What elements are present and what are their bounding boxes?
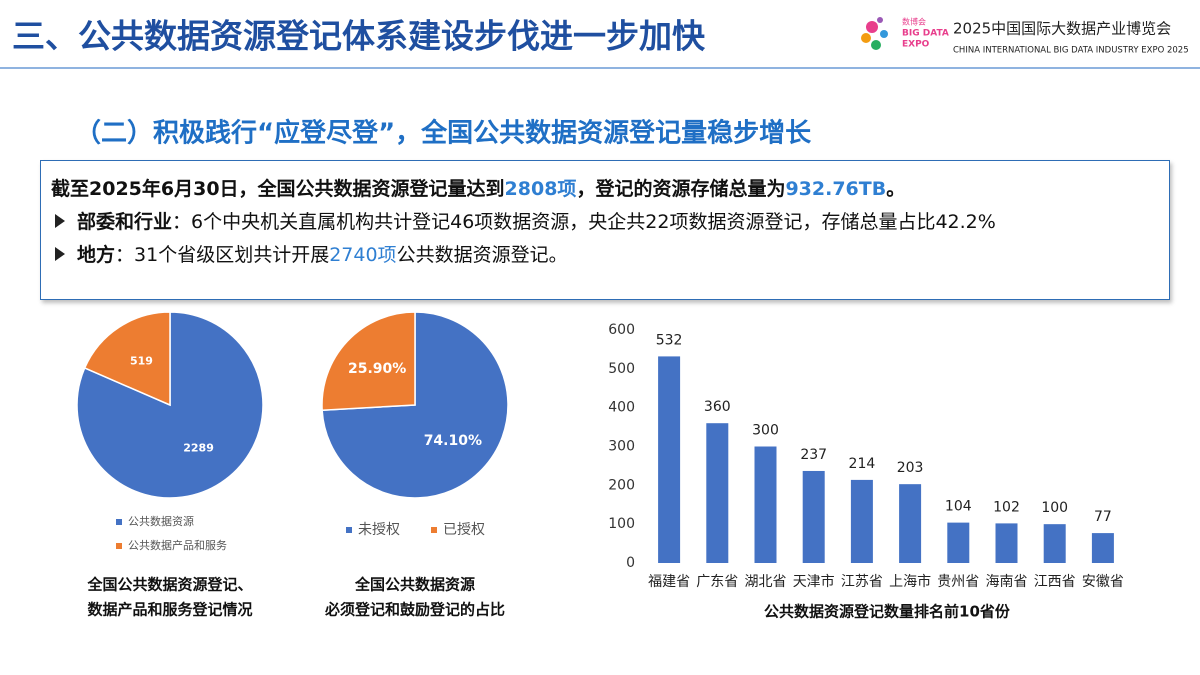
summary-text: 2740项 — [329, 244, 397, 266]
summary-text: 932.76TB — [785, 178, 887, 200]
value-label: 104 — [945, 499, 972, 515]
bullet — [55, 214, 65, 228]
value-label: 25.90% — [348, 361, 406, 377]
summary-box: 截至2025年6月30日，全国公共数据资源登记量达到2808项，登记的资源存储总… — [40, 160, 1170, 300]
value-label: 532 — [656, 332, 683, 348]
bar — [947, 522, 970, 563]
bar — [754, 446, 777, 563]
pie-slice — [83, 311, 171, 407]
summary-text: 部委和行业 — [77, 211, 173, 233]
chart-title: 全国公共数据资源 — [354, 576, 475, 594]
value-label: 77 — [1094, 509, 1112, 525]
summary-line: 地方：31个省级区划共计开展2740项公共数据资源登记。 — [51, 239, 1159, 272]
summary-text: 地方 — [77, 244, 116, 266]
summary-text: 截至2025年6月30日，全国公共数据资源登记量达到 — [51, 178, 505, 200]
bullet — [55, 247, 65, 261]
y-tick-label: 300 — [608, 439, 635, 455]
legend-swatch — [346, 527, 352, 533]
x-tick-label: 福建省 — [648, 574, 690, 590]
value-label: 519 — [130, 354, 153, 367]
bar — [658, 356, 681, 563]
legend-swatch — [116, 519, 122, 525]
logo-name: 2025中国国际大数据产业博览会 — [953, 20, 1171, 38]
value-label: 237 — [800, 447, 827, 463]
bar — [1091, 533, 1114, 563]
legend-label: 已授权 — [443, 522, 485, 538]
bar — [706, 423, 729, 563]
summary-line: 截至2025年6月30日，全国公共数据资源登记量达到2808项，登记的资源存储总… — [51, 173, 1159, 206]
summary-line: 部委和行业：6个中央机关直属机构共计登记46项数据资源，央企共22项数据资源登记… — [51, 206, 1159, 239]
value-label: 2289 — [183, 442, 214, 455]
y-tick-label: 200 — [608, 477, 635, 493]
x-tick-label: 湖北省 — [745, 574, 787, 590]
chart-title: 数据产品和服务登记情况 — [87, 601, 252, 619]
y-tick-label: 100 — [608, 516, 635, 532]
header-bar — [0, 0, 1200, 66]
legend-label: 公共数据产品和服务 — [128, 538, 227, 552]
y-tick-label: 400 — [608, 400, 635, 416]
logo-mark — [861, 17, 888, 50]
value-label: 203 — [897, 460, 924, 476]
value-label: 102 — [993, 499, 1020, 515]
x-tick-label: 上海市 — [889, 573, 931, 590]
x-tick-label: 天津市 — [793, 573, 835, 590]
chart-title: 公共数据资源登记数量排名前10省份 — [764, 603, 1011, 621]
logo-text: EXPO — [902, 40, 930, 50]
y-tick-label: 600 — [608, 322, 635, 338]
legend-label: 未授权 — [358, 522, 400, 538]
chart-title: 必须登记和鼓励登记的占比 — [324, 601, 505, 619]
logo-name-en: CHINA INTERNATIONAL BIG DATA INDUSTRY EX… — [953, 46, 1189, 56]
logo-text: 数博会 — [902, 17, 926, 27]
pie-slice — [321, 311, 416, 412]
x-tick-label: 海南省 — [986, 574, 1028, 590]
bar — [850, 479, 873, 563]
summary-text: ，登记的资源存储总量为 — [576, 178, 786, 200]
summary-text: 2808项 — [504, 178, 577, 200]
chart-title: 全国公共数据资源登记、 — [86, 576, 252, 594]
value-label: 300 — [752, 423, 779, 439]
legend-swatch — [431, 527, 437, 533]
value-label: 214 — [849, 456, 876, 472]
x-tick-label: 贵州省 — [937, 574, 979, 590]
x-tick-label: 江西省 — [1034, 574, 1076, 590]
value-label: 100 — [1041, 500, 1068, 516]
value-label: 74.10% — [424, 433, 482, 449]
bar — [1043, 524, 1066, 563]
x-tick-label: 江苏省 — [841, 574, 883, 590]
summary-text: 公共数据资源登记。 — [396, 244, 568, 266]
logo-text: BIG DATA — [902, 29, 949, 39]
section-title: （二）积极践行“应登尽登”，全国公共数据资源登记量稳步增长 — [75, 118, 812, 149]
header-title: 三、公共数据资源登记体系建设步伐进一步加快 — [12, 17, 706, 56]
x-tick-label: 广东省 — [696, 574, 738, 590]
value-label: 360 — [704, 399, 731, 415]
x-tick-label: 安徽省 — [1082, 574, 1124, 590]
legend-swatch — [116, 543, 122, 549]
summary-text: 。 — [886, 178, 906, 200]
bar — [802, 470, 825, 563]
legend-label: 公共数据资源 — [128, 514, 194, 528]
y-tick-label: 500 — [608, 361, 635, 377]
summary-text: ：6个中央机关直属机构共计登记46项数据资源，央企共22项数据资源登记，存储总量… — [172, 211, 996, 233]
bar — [995, 523, 1018, 563]
summary-text: ：31个省级区划共计开展 — [115, 244, 330, 266]
bar — [899, 484, 922, 563]
y-tick-label: 0 — [626, 555, 635, 571]
